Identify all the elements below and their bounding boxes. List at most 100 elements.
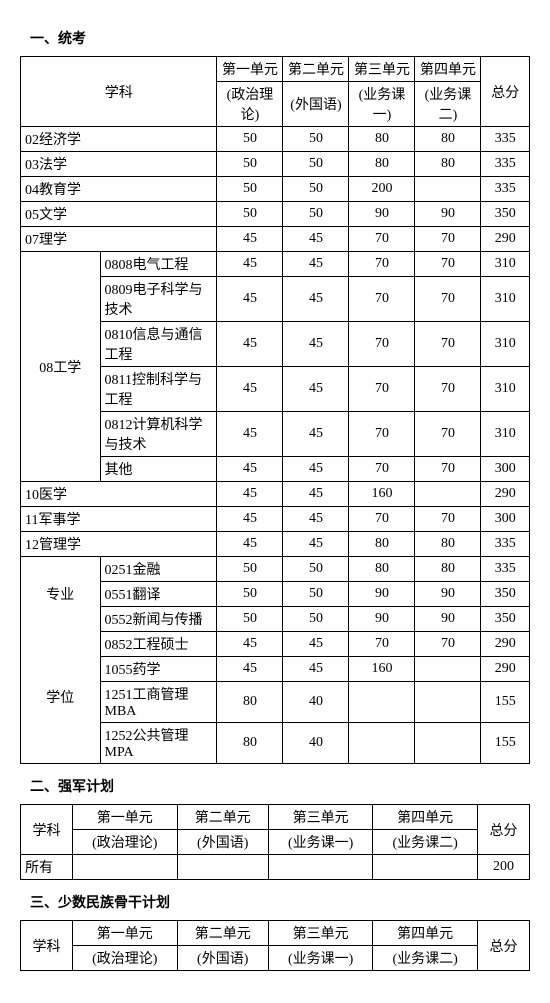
cell-total: 300 — [481, 457, 530, 482]
cell-u3: 160 — [349, 482, 415, 507]
cell-total: 310 — [481, 367, 530, 412]
cell-u1: 45 — [217, 632, 283, 657]
cell-name: 1055药学 — [100, 657, 217, 682]
cell-total: 200 — [477, 855, 529, 880]
cell-total: 310 — [481, 252, 530, 277]
hdr3-sub4: (业务课二) — [373, 946, 478, 971]
cell-u2: 45 — [283, 457, 349, 482]
hdr3-sub3: (业务课一) — [268, 946, 373, 971]
hdr2-sub1: (政治理论) — [73, 830, 178, 855]
cell-name: 1252公共管理MPA — [100, 723, 217, 764]
table-row: 12管理学 45 45 80 80 335 — [21, 532, 530, 557]
cell-u2: 45 — [283, 367, 349, 412]
cell-name: 0811控制科学与工程 — [100, 367, 217, 412]
hdr2-u2: 第二单元 — [177, 805, 268, 830]
cell-total: 155 — [481, 682, 530, 723]
cell-u4: 90 — [415, 202, 481, 227]
section1-title: 一、统考 — [30, 28, 530, 48]
cell-u2: 50 — [283, 607, 349, 632]
table-row: 所有 200 — [21, 855, 530, 880]
cell-u1: 50 — [217, 202, 283, 227]
cell-u2: 45 — [283, 657, 349, 682]
group-label: 08工学 — [21, 252, 101, 482]
cell-u3: 80 — [349, 532, 415, 557]
hdr2-u1: 第一单元 — [73, 805, 178, 830]
cell-name: 02经济学 — [21, 127, 217, 152]
hdr3-subject: 学科 — [21, 921, 73, 971]
hdr3-u1: 第一单元 — [73, 921, 178, 946]
cell-u3 — [349, 723, 415, 764]
cell-name: 11军事学 — [21, 507, 217, 532]
table-row: 10医学 45 45 160 290 — [21, 482, 530, 507]
cell-total: 290 — [481, 227, 530, 252]
cell-u1: 45 — [217, 367, 283, 412]
cell-total: 350 — [481, 582, 530, 607]
group-label: 学位 — [21, 632, 101, 764]
cell-u1: 50 — [217, 152, 283, 177]
cell-total: 335 — [481, 557, 530, 582]
cell-total: 300 — [481, 507, 530, 532]
hdr3-u2: 第二单元 — [177, 921, 268, 946]
cell-name: 0552新闻与传播 — [100, 607, 217, 632]
cell-u4 — [415, 682, 481, 723]
table-shaoshu: 学科 第一单元 第二单元 第三单元 第四单元 总分 (政治理论) (外国语) (… — [20, 920, 530, 971]
cell-name: 0551翻译 — [100, 582, 217, 607]
cell-u4: 70 — [415, 412, 481, 457]
cell-u4: 70 — [415, 227, 481, 252]
cell-u3 — [349, 682, 415, 723]
cell-u1: 45 — [217, 412, 283, 457]
cell-u2: 45 — [283, 482, 349, 507]
cell-name: 0852工程硕士 — [100, 632, 217, 657]
cell-u3: 80 — [349, 127, 415, 152]
cell-u3: 70 — [349, 457, 415, 482]
cell-name: 1251工商管理MBA — [100, 682, 217, 723]
cell-total: 310 — [481, 277, 530, 322]
cell-name: 03法学 — [21, 152, 217, 177]
hdr2-sub4: (业务课二) — [373, 830, 478, 855]
cell-u1: 50 — [217, 582, 283, 607]
cell-u2: 50 — [283, 582, 349, 607]
cell-u3: 90 — [349, 202, 415, 227]
cell-u2: 40 — [283, 682, 349, 723]
cell-total: 350 — [481, 607, 530, 632]
cell-u3: 200 — [349, 177, 415, 202]
cell-u2: 45 — [283, 532, 349, 557]
cell-name: 05文学 — [21, 202, 217, 227]
cell-u4: 80 — [415, 152, 481, 177]
hdr-u1: 第一单元 — [217, 57, 283, 82]
hdr3-u3: 第三单元 — [268, 921, 373, 946]
cell-name: 所有 — [21, 855, 73, 880]
cell-u4 — [373, 855, 478, 880]
table-row: 07理学 45 45 70 70 290 — [21, 227, 530, 252]
table-row: 11军事学 45 45 70 70 300 — [21, 507, 530, 532]
cell-u3: 70 — [349, 412, 415, 457]
cell-u2: 50 — [283, 127, 349, 152]
cell-u3: 70 — [349, 252, 415, 277]
cell-total: 290 — [481, 657, 530, 682]
cell-name: 0808电气工程 — [100, 252, 217, 277]
cell-u2 — [177, 855, 268, 880]
cell-total: 335 — [481, 532, 530, 557]
cell-u4 — [415, 177, 481, 202]
cell-u4 — [415, 723, 481, 764]
cell-name: 0809电子科学与技术 — [100, 277, 217, 322]
cell-u4: 80 — [415, 557, 481, 582]
cell-u1: 45 — [217, 252, 283, 277]
hdr-u4: 第四单元 — [415, 57, 481, 82]
cell-name: 10医学 — [21, 482, 217, 507]
cell-total: 290 — [481, 482, 530, 507]
cell-u2: 50 — [283, 557, 349, 582]
section3-title: 三、少数民族骨干计划 — [30, 892, 530, 912]
hdr2-total: 总分 — [477, 805, 529, 855]
cell-name: 0812计算机科学与技术 — [100, 412, 217, 457]
cell-u4: 70 — [415, 322, 481, 367]
cell-u1: 45 — [217, 482, 283, 507]
cell-u2: 45 — [283, 277, 349, 322]
table-row: 03法学 50 50 80 80 335 — [21, 152, 530, 177]
table-qiangjun: 学科 第一单元 第二单元 第三单元 第四单元 总分 (政治理论) (外国语) (… — [20, 804, 530, 880]
hdr3-sub1: (政治理论) — [73, 946, 178, 971]
cell-u1: 45 — [217, 227, 283, 252]
group-label: 专业 — [21, 557, 101, 632]
cell-u3: 70 — [349, 322, 415, 367]
cell-u4: 70 — [415, 632, 481, 657]
